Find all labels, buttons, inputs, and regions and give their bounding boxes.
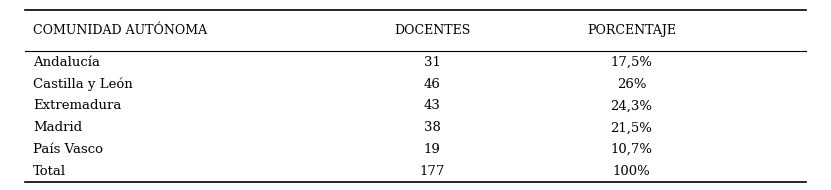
Text: Andalucía: Andalucía [33, 56, 101, 69]
Text: Total: Total [33, 165, 66, 178]
Text: 26%: 26% [617, 78, 647, 91]
Text: Castilla y León: Castilla y León [33, 77, 133, 91]
Text: 177: 177 [420, 165, 445, 178]
Text: 46: 46 [424, 78, 440, 91]
Text: 17,5%: 17,5% [611, 56, 652, 69]
Text: DOCENTES: DOCENTES [394, 24, 470, 37]
Text: Extremadura: Extremadura [33, 99, 121, 112]
Text: 100%: 100% [612, 165, 651, 178]
Text: PORCENTAJE: PORCENTAJE [587, 24, 676, 37]
Text: 24,3%: 24,3% [611, 99, 652, 112]
Text: 43: 43 [424, 99, 440, 112]
Text: 19: 19 [424, 143, 440, 156]
Text: 21,5%: 21,5% [611, 121, 652, 134]
Text: Madrid: Madrid [33, 121, 82, 134]
Text: 31: 31 [424, 56, 440, 69]
Text: 38: 38 [424, 121, 440, 134]
Text: COMUNIDAD AUTÓNOMA: COMUNIDAD AUTÓNOMA [33, 24, 208, 37]
Text: 10,7%: 10,7% [611, 143, 652, 156]
Text: País Vasco: País Vasco [33, 143, 103, 156]
